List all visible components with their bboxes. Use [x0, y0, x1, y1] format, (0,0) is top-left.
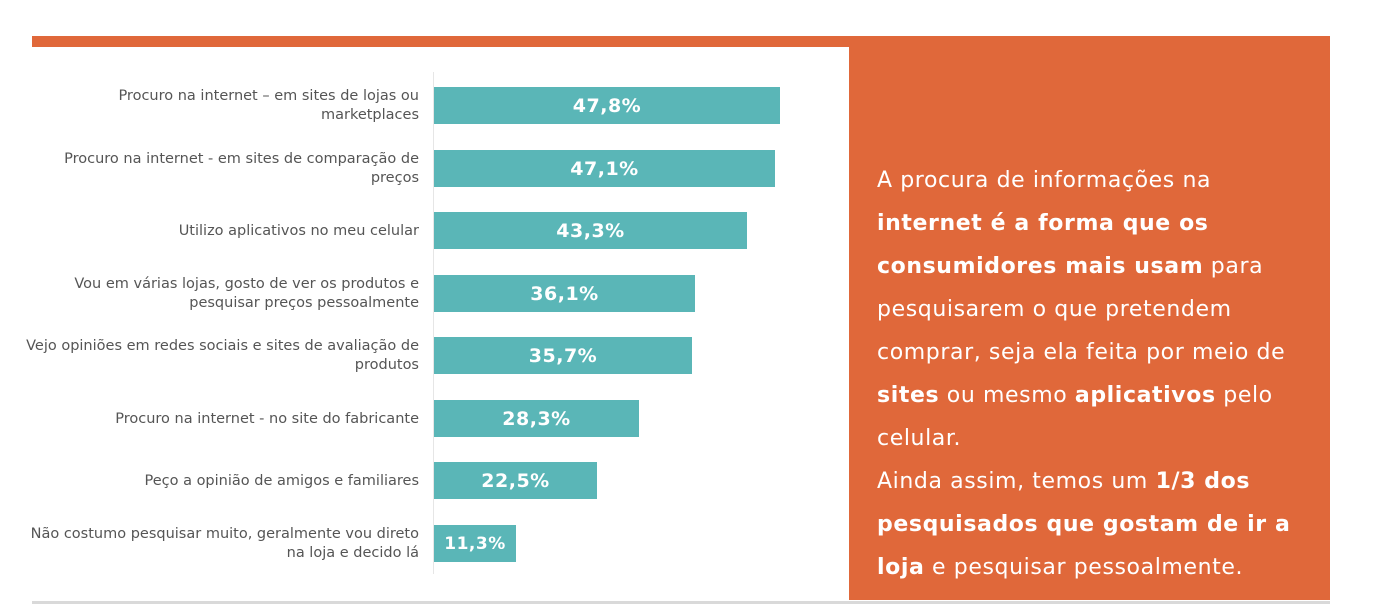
- category-axis-line: [433, 72, 434, 574]
- bar-value-label: 36,1%: [530, 282, 599, 305]
- bar-chart: Procuro na internet – em sites de lojas …: [26, 72, 780, 574]
- bar-value-label: 47,1%: [570, 157, 639, 180]
- category-label: Procuro na internet - no site do fabrica…: [115, 410, 419, 427]
- category-label: Vou em várias lojas, gosto de ver os pro…: [74, 276, 419, 311]
- info-text-segment: A procura de informações na: [877, 168, 1212, 193]
- info-text-segment: ou mesmo: [939, 383, 1075, 408]
- category-label: Peço a opinião de amigos e familiares: [144, 472, 419, 489]
- bar: [434, 337, 692, 374]
- bar: [434, 275, 695, 312]
- bar-value-label: 47,8%: [572, 94, 642, 117]
- bar-value-label: 35,7%: [528, 344, 598, 367]
- info-text-segment: para pesquisarem o que pretendem comprar…: [877, 254, 1286, 365]
- bar-value-label: 43,3%: [556, 219, 625, 242]
- bar-value-label: 11,3%: [444, 533, 506, 554]
- bar: [434, 525, 516, 562]
- bottom-divider: [32, 601, 1330, 604]
- bar: [434, 150, 775, 187]
- bar: [434, 462, 597, 499]
- category-label: Procuro na internet – em sites de lojas …: [118, 88, 419, 123]
- info-text-segment: e pesquisar pessoalmente.: [924, 555, 1244, 580]
- top-accent-bar: [32, 36, 1330, 47]
- info-box: A procura de informações na internet é a…: [849, 47, 1330, 600]
- info-text-segment: pelo celular.: [877, 383, 1273, 451]
- category-label: Procuro na internet - em sites de compar…: [64, 151, 419, 186]
- info-text-segment: Ainda assim, temos um: [877, 469, 1156, 494]
- category-label: Não costumo pesquisar muito, geralmente …: [30, 526, 419, 561]
- category-label: Vejo opiniões em redes sociais e sites d…: [26, 338, 419, 373]
- info-text-highlight: 1/3 dos pesquisados que gostam de ir a l…: [877, 469, 1291, 580]
- bar-value-label: 22,5%: [481, 469, 550, 492]
- bar-value-label: 28,3%: [502, 407, 571, 430]
- bar: [434, 87, 780, 124]
- info-text-highlight: internet é a forma que os consumidores m…: [877, 211, 1209, 279]
- category-label: Utilizo aplicativos no meu celular: [178, 222, 419, 239]
- info-text-highlight: aplicativos: [1074, 383, 1216, 408]
- bar: [434, 400, 639, 437]
- info-text: A procura de informações na internet é a…: [877, 159, 1310, 589]
- bar: [434, 212, 747, 249]
- info-text-highlight: sites: [877, 383, 940, 408]
